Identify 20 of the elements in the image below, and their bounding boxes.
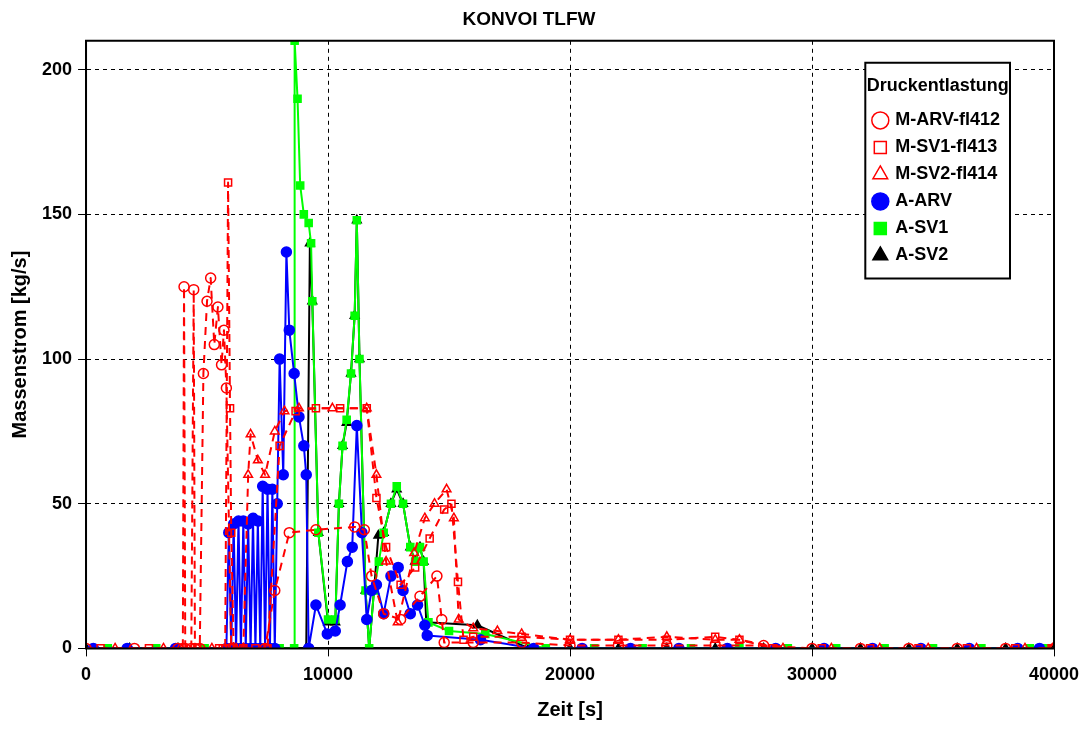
legend-label: A-ARV (895, 190, 952, 211)
legend-title: Druckentlastung (866, 74, 1009, 95)
x-tick-label: 40000 (1028, 664, 1080, 685)
x-tick-label: 20000 (544, 664, 596, 685)
x-tick-label: 0 (81, 664, 92, 685)
x-tick-label: 10000 (302, 664, 354, 685)
x-axis-title: Zeit [s] (537, 697, 603, 720)
legend-label: M-ARV-fl412 (895, 109, 1001, 130)
y-tick-label: 50 (52, 492, 73, 513)
y-axis-title: Massenstrom [kg/s] (7, 250, 30, 439)
legend-label: M-SV2-fl414 (895, 163, 998, 184)
y-tick-label: 200 (41, 58, 73, 79)
legend-label: M-SV1-fl413 (895, 136, 998, 157)
x-tick-label: 30000 (786, 664, 838, 685)
y-tick-label: 150 (41, 203, 73, 224)
legend-label: A-SV1 (895, 217, 949, 238)
y-tick-label: 0 (62, 637, 73, 658)
legend-label: A-SV2 (895, 244, 949, 265)
y-tick-label: 100 (41, 348, 73, 369)
chart-title: KONVOI TLFW (462, 7, 596, 29)
